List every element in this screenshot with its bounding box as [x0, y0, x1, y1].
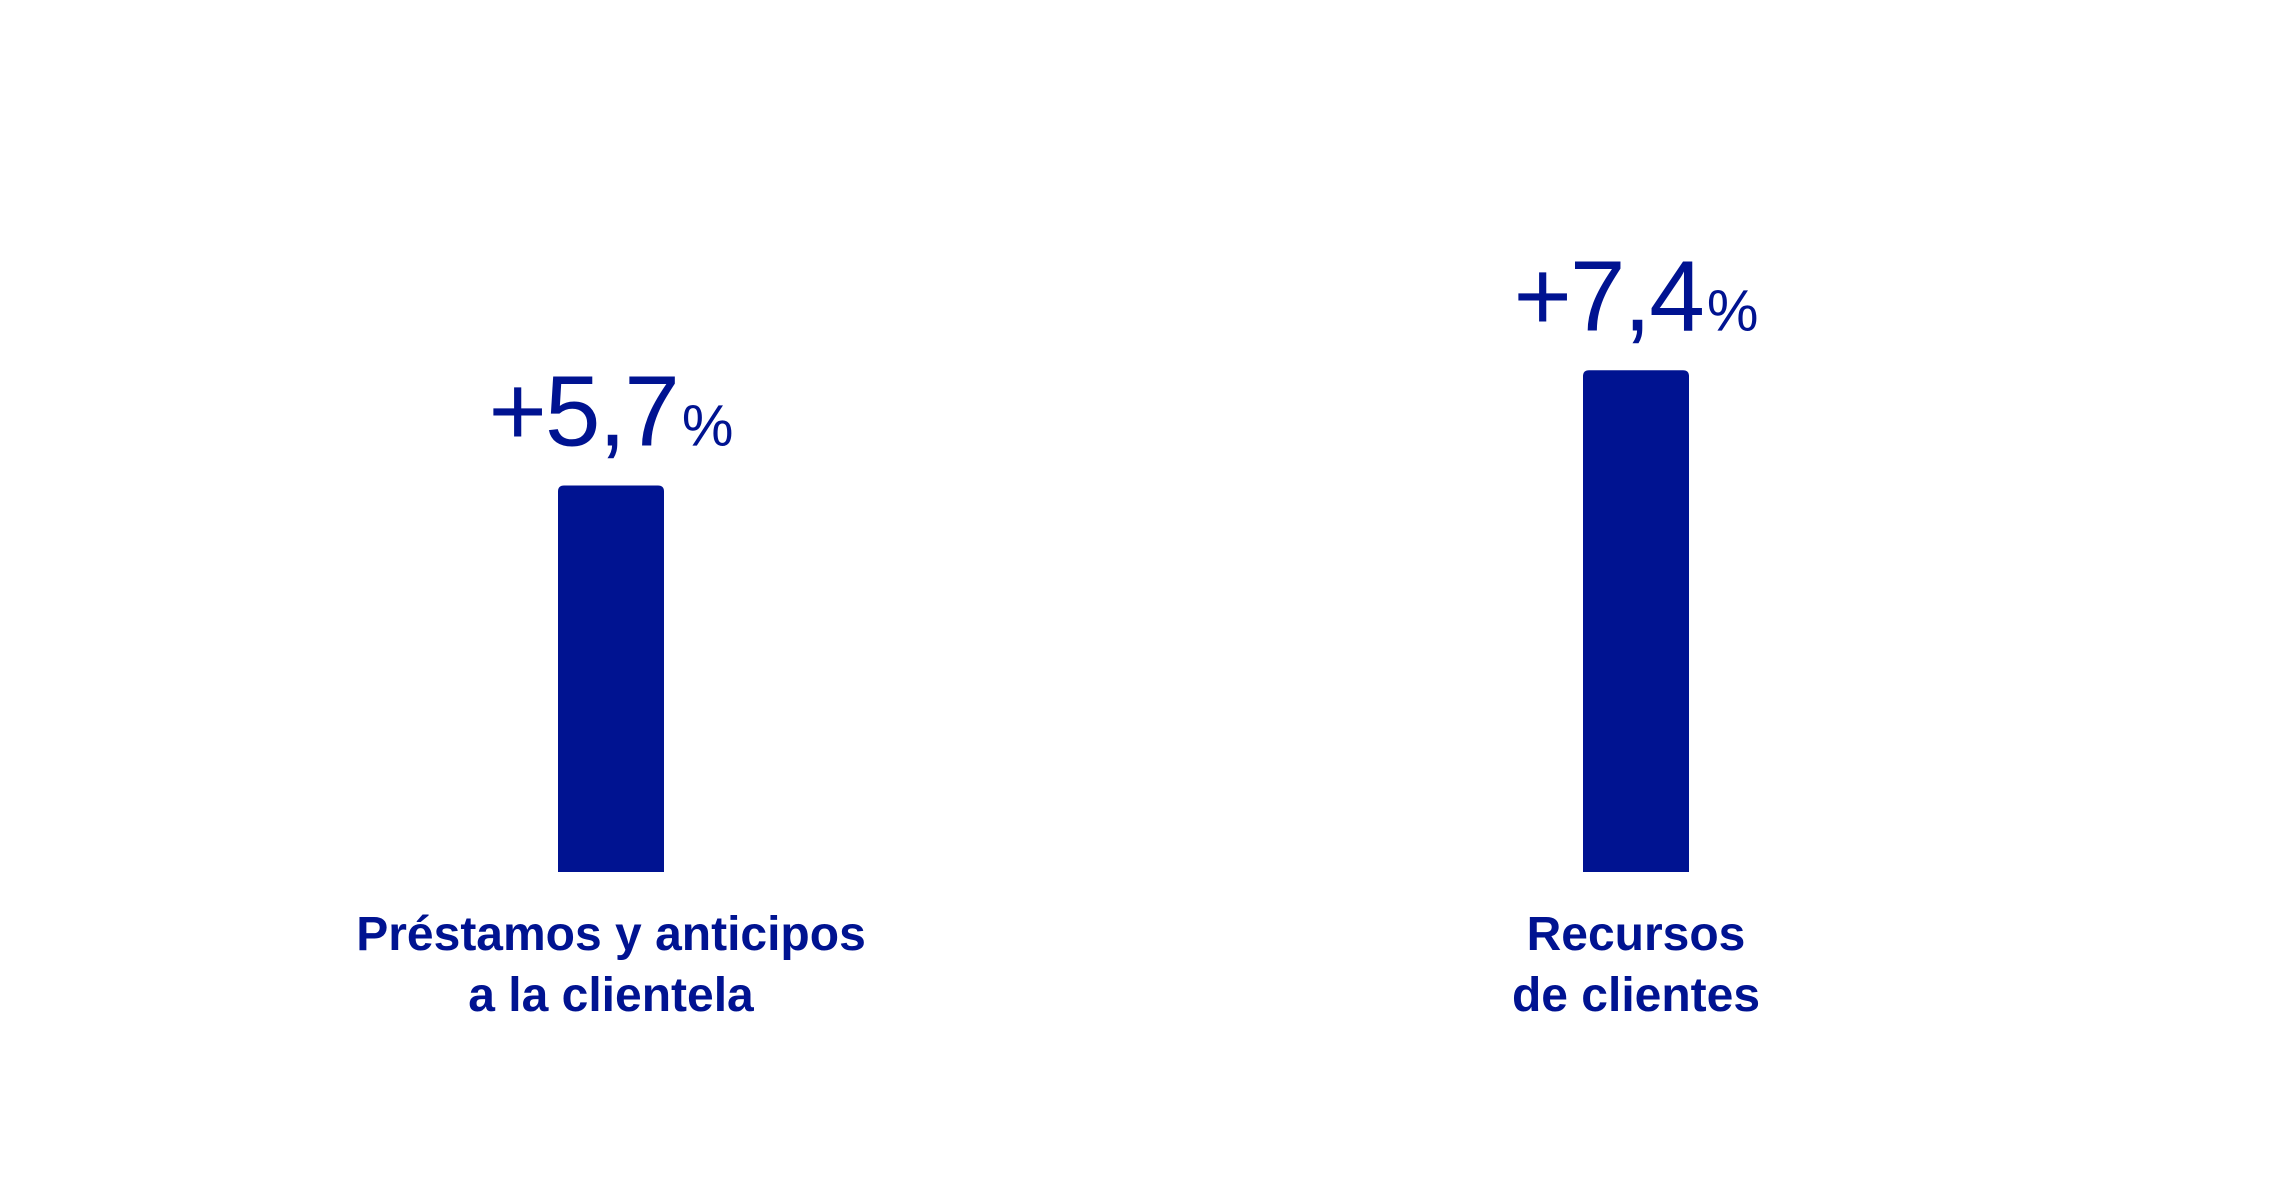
value-label-2: +7,4% [1514, 240, 1759, 352]
category-label-2-line-1: Recursos [1527, 908, 1746, 961]
category-label-1-line-1: Préstamos y anticipos [356, 908, 866, 961]
value-unit-2: % [1707, 278, 1759, 343]
bar-2 [1583, 370, 1689, 872]
value-unit-1: % [682, 394, 734, 459]
value-number-2: +7,4 [1514, 240, 1703, 352]
value-number-1: +5,7 [489, 356, 678, 468]
bar-1 [558, 485, 664, 872]
category-label-2-line-2: de clientes [1512, 969, 1760, 1022]
value-label-1: +5,7% [489, 356, 734, 468]
category-label-1-line-2: a la clientela [468, 969, 754, 1022]
bars-group [558, 370, 1689, 872]
value-labels-group: +5,7%+7,4% [489, 240, 1759, 467]
category-labels-group: Préstamos y anticipos a la clientela Recur… [356, 908, 1760, 1022]
